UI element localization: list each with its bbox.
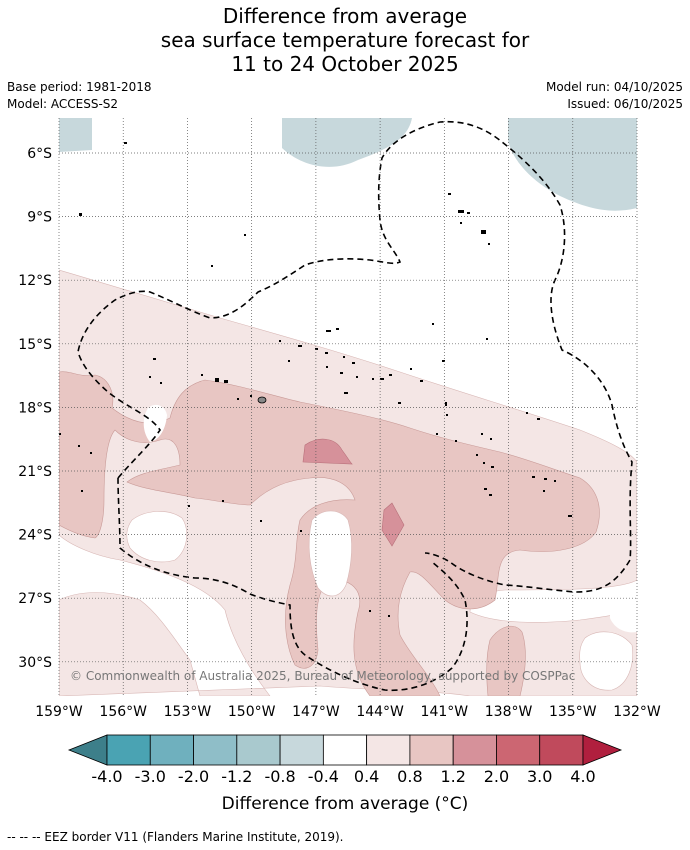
colorbar-tick-label: 0.4 xyxy=(354,767,379,786)
colorbar-segment xyxy=(279,734,324,766)
model-run: Model run: 04/10/2025 xyxy=(545,80,683,94)
colorbar-tick-label: 1.2 xyxy=(440,767,465,786)
title-line-3: 11 to 24 October 2025 xyxy=(231,52,459,76)
islands xyxy=(59,142,572,617)
lon-tick-label: 159°W xyxy=(35,704,83,720)
colorbar-tick-label: 3.0 xyxy=(527,767,552,786)
colorbar-segment xyxy=(452,734,497,766)
lat-tick-label: 27°S xyxy=(18,591,52,607)
neutral-hole-west xyxy=(126,511,188,563)
issued-date: Issued: 06/10/2025 xyxy=(567,97,683,111)
cool-region-northwest xyxy=(59,118,92,152)
colorbar-tick-label: 2.0 xyxy=(484,767,509,786)
colorbar-segment xyxy=(539,734,584,766)
gridlines xyxy=(58,118,638,696)
lat-tick-label: 21°S xyxy=(18,464,52,480)
colorbar: -4.0 -3.0 -2.0 -1.2 -0.8 -0.4 0.4 0.8 1.2 2.0 3.0 4… xyxy=(67,734,623,786)
lat-tick-label: 12°S xyxy=(18,273,52,289)
colorbar-segment xyxy=(236,734,281,766)
colorbar-tick-label: -4.0 xyxy=(91,767,122,786)
eez-border-south xyxy=(117,477,468,692)
lat-tick-label: 9°S xyxy=(27,210,52,226)
lon-tick-label: 138°W xyxy=(485,704,533,720)
lon-tick-label: 141°W xyxy=(421,704,469,720)
colorbar-segment xyxy=(106,734,151,766)
colorbar-segment xyxy=(149,734,194,766)
longitude-labels: 159°W 156°W 153°W 150°W 147°W 144°W 141°W 138°W… xyxy=(35,704,661,720)
colorbar-tick-label: -0.4 xyxy=(308,767,339,786)
model-name: Model: ACCESS-S2 xyxy=(7,97,119,111)
cool-region-north xyxy=(282,118,412,167)
lat-tick-label: 24°S xyxy=(18,528,52,544)
tahiti-island xyxy=(257,396,267,404)
map-plot-area xyxy=(59,118,637,696)
colorbar-segment xyxy=(366,734,411,766)
neutral-hole-east xyxy=(610,590,637,633)
map-title: Difference from average sea surface temp… xyxy=(0,4,690,76)
meta-right: Model run: 04/10/2025 Issued: 06/10/2025 xyxy=(546,79,683,113)
warm-region-strong-a xyxy=(302,438,353,465)
warm-region-medium-south xyxy=(486,625,526,696)
colorbar-tick-label: 0.8 xyxy=(397,767,422,786)
colorbar-tick-label: -0.8 xyxy=(264,767,295,786)
lon-tick-label: 132°W xyxy=(613,704,661,720)
sst-map: 6°S 9°S 12°S 15°S 18°S 21°S 24°S 27°S 30°S 159°W… xyxy=(18,118,661,786)
lon-tick-label: 135°W xyxy=(549,704,597,720)
colorbar-segment xyxy=(193,734,238,766)
colorbar-title: Difference from average (°C) xyxy=(221,794,469,814)
colorbar-segment xyxy=(496,734,541,766)
title-line-1: Difference from average xyxy=(222,4,468,28)
warm-region-strong-b xyxy=(381,502,405,547)
eez-footnote: -- -- -- EEZ border V11 (Flanders Marine… xyxy=(7,830,344,844)
neutral-hole-southeast xyxy=(579,631,633,691)
cool-region-northeast xyxy=(508,118,637,211)
lon-tick-label: 144°W xyxy=(356,704,404,720)
colorbar-segment xyxy=(409,734,454,766)
lat-tick-label: 30°S xyxy=(18,655,52,671)
lat-tick-label: 6°S xyxy=(27,146,52,162)
colorbar-segment xyxy=(322,734,368,766)
lon-tick-label: 153°W xyxy=(164,704,212,720)
colorbar-extend-low xyxy=(67,734,108,766)
base-period: Base period: 1981-2018 xyxy=(7,80,152,94)
eez-border-main xyxy=(77,120,633,593)
colorbar-tick-label: -2.0 xyxy=(178,767,209,786)
colorbar-tick-label: 4.0 xyxy=(570,767,595,786)
lon-tick-label: 156°W xyxy=(99,704,147,720)
colorbar-extend-high xyxy=(582,734,623,766)
neutral-hole-center xyxy=(308,510,352,597)
meta-left: Base period: 1981-2018 Model: ACCESS-S2 xyxy=(7,79,152,113)
colorbar-tick-label: -1.2 xyxy=(221,767,252,786)
title-line-2: sea surface temperature forecast for xyxy=(160,28,530,52)
lat-tick-label: 18°S xyxy=(18,400,52,416)
copyright-notice: © Commonwealth of Australia 2025, Bureau… xyxy=(70,669,576,683)
lat-tick-label: 15°S xyxy=(18,337,52,353)
colorbar-tick-label: -3.0 xyxy=(135,767,166,786)
latitude-labels: 6°S 9°S 12°S 15°S 18°S 21°S 24°S 27°S 30°S xyxy=(18,146,52,671)
lon-tick-label: 147°W xyxy=(292,704,340,720)
lon-tick-label: 150°W xyxy=(228,704,276,720)
